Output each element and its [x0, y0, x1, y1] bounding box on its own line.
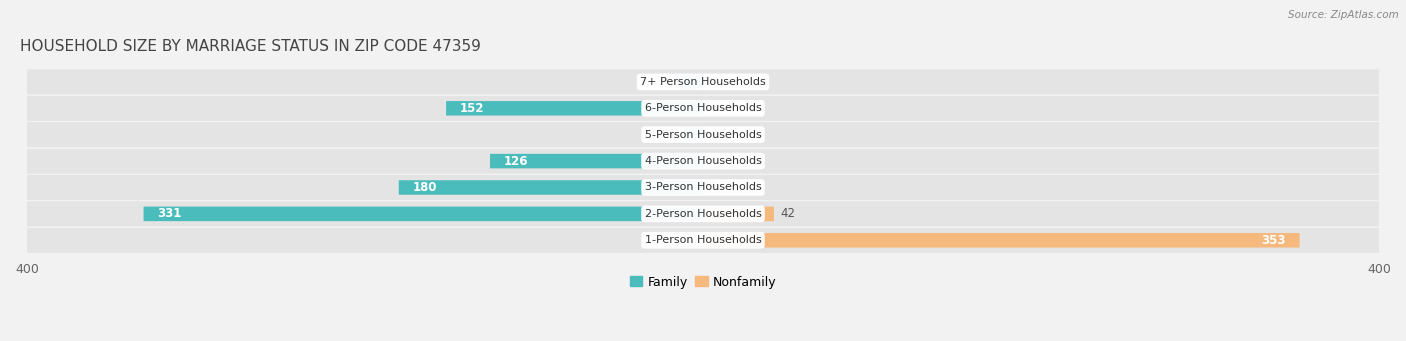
Text: 6-Person Households: 6-Person Households: [644, 103, 762, 113]
Text: 4-Person Households: 4-Person Households: [644, 156, 762, 166]
Text: 14: 14: [658, 75, 672, 88]
Text: 0: 0: [710, 102, 717, 115]
FancyBboxPatch shape: [703, 207, 773, 221]
Text: 2-Person Households: 2-Person Households: [644, 209, 762, 219]
Text: 1-Person Households: 1-Person Households: [644, 235, 762, 245]
FancyBboxPatch shape: [27, 96, 1379, 121]
Bar: [27, 95, 1379, 96]
Text: 7+ Person Households: 7+ Person Households: [640, 77, 766, 87]
Bar: [27, 227, 1379, 228]
Text: 353: 353: [1261, 234, 1286, 247]
FancyBboxPatch shape: [491, 154, 703, 168]
FancyBboxPatch shape: [685, 128, 703, 142]
Text: 126: 126: [503, 154, 529, 167]
Text: 0: 0: [710, 128, 717, 141]
Text: 0: 0: [689, 234, 696, 247]
Bar: [27, 148, 1379, 149]
Text: 0: 0: [710, 154, 717, 167]
Text: HOUSEHOLD SIZE BY MARRIAGE STATUS IN ZIP CODE 47359: HOUSEHOLD SIZE BY MARRIAGE STATUS IN ZIP…: [20, 39, 481, 54]
Text: 0: 0: [710, 75, 717, 88]
Text: 42: 42: [780, 207, 796, 220]
Text: 331: 331: [157, 207, 181, 220]
FancyBboxPatch shape: [446, 101, 703, 116]
Legend: Family, Nonfamily: Family, Nonfamily: [624, 270, 782, 294]
Bar: [27, 200, 1379, 201]
FancyBboxPatch shape: [27, 122, 1379, 147]
Text: 180: 180: [412, 181, 437, 194]
FancyBboxPatch shape: [399, 180, 703, 195]
Text: 5-Person Households: 5-Person Households: [644, 130, 762, 140]
FancyBboxPatch shape: [27, 228, 1379, 253]
Text: 152: 152: [460, 102, 484, 115]
Text: 3-Person Households: 3-Person Households: [644, 182, 762, 192]
FancyBboxPatch shape: [703, 233, 1299, 248]
Bar: [27, 174, 1379, 175]
Bar: [27, 121, 1379, 122]
FancyBboxPatch shape: [27, 149, 1379, 174]
FancyBboxPatch shape: [27, 175, 1379, 200]
FancyBboxPatch shape: [679, 75, 703, 89]
FancyBboxPatch shape: [27, 69, 1379, 94]
Text: 0: 0: [710, 181, 717, 194]
Text: Source: ZipAtlas.com: Source: ZipAtlas.com: [1288, 10, 1399, 20]
FancyBboxPatch shape: [143, 207, 703, 221]
Text: 11: 11: [662, 128, 678, 141]
FancyBboxPatch shape: [27, 201, 1379, 226]
Bar: [27, 253, 1379, 254]
